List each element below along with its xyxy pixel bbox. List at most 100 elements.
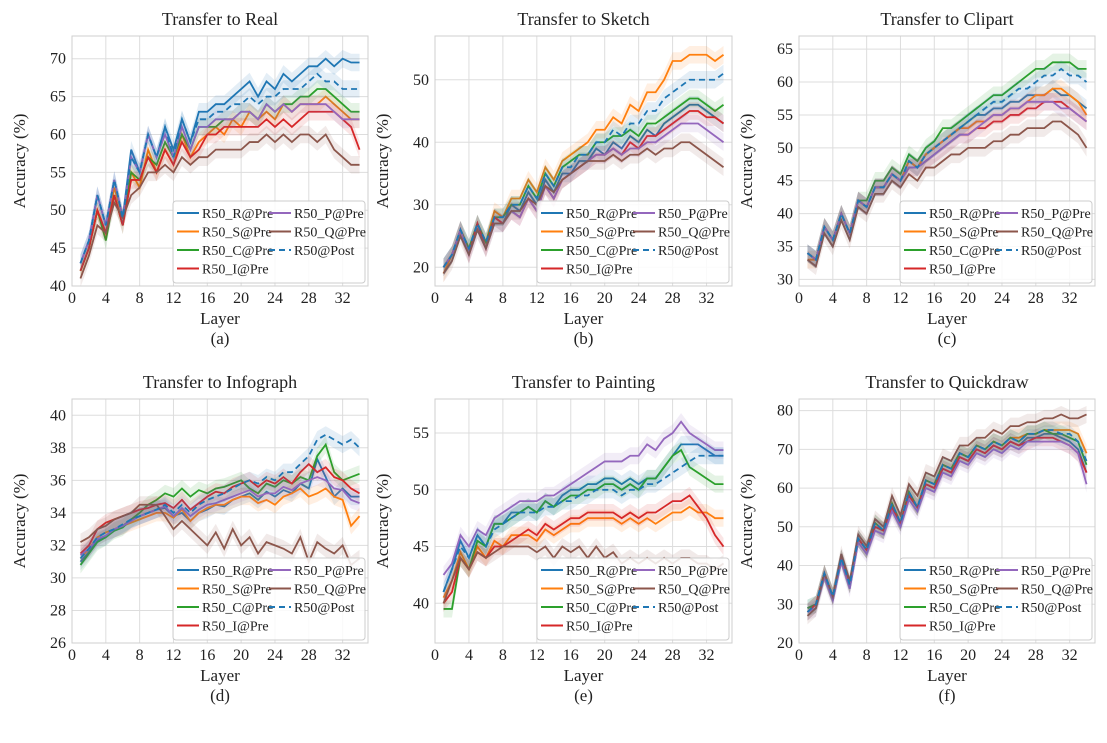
y-tick-label: 40 — [777, 558, 793, 575]
x-axis-label: Layer — [927, 309, 967, 328]
chart-panel: 0 4 8 12 16 20 24 28 32 30 35 40 45 50 55 60 65 Transfer … — [737, 9, 1096, 348]
x-tick-label: 8 — [499, 290, 507, 307]
series-band — [807, 421, 1087, 621]
legend-label: R50@Post — [294, 244, 354, 259]
panel-caption: (d) — [210, 686, 230, 705]
series-band — [80, 87, 360, 280]
chart-panel: 0 4 8 12 16 20 24 28 32 40 45 50 55 60 65 70 Transfer to… — [10, 9, 369, 348]
x-tick-label: 24 — [994, 647, 1010, 664]
legend-label: R50_C@Pre — [202, 601, 273, 616]
x-tick-label: 0 — [431, 647, 439, 664]
plot-frame — [434, 35, 733, 287]
series-line — [79, 433, 361, 560]
x-tick-label: 4 — [829, 290, 837, 307]
y-tick-label: 60 — [777, 74, 793, 91]
chart-title: Transfer to Clipart — [880, 9, 1013, 29]
chart-title: Transfer to Sketch — [517, 9, 649, 29]
legend-label: R50_R@Pre — [566, 564, 637, 579]
x-tick-label: 4 — [829, 647, 837, 664]
legend-box — [172, 200, 366, 284]
x-tick-label: 8 — [136, 647, 144, 664]
y-axis-label: Accuracy (%) — [737, 114, 756, 209]
x-tick-label: 28 — [665, 290, 681, 307]
chart-panel: 0 4 8 12 16 20 24 28 32 20 30 40 50 60 70 80 Transfer to… — [737, 372, 1096, 705]
series-band — [80, 103, 360, 280]
y-tick-label: 36 — [50, 472, 66, 489]
legend-label: R50_S@Pre — [929, 226, 999, 241]
series-line — [79, 133, 360, 279]
legend: R50_R@Pre R50_S@Pre R50_C@Pre R50_I@Pre R50_… — [536, 200, 730, 284]
x-tick-label: 16 — [563, 290, 579, 307]
series-band — [443, 96, 724, 276]
series-band — [80, 479, 360, 567]
y-tick-label: 20 — [413, 259, 429, 276]
legend-label: R50_S@Pre — [929, 583, 999, 598]
legend-label: R50_P@Pre — [1021, 207, 1091, 222]
legend-label: R50_R@Pre — [202, 207, 273, 222]
x-tick-label: 24 — [267, 647, 283, 664]
legend-label: R50_I@Pre — [566, 620, 633, 635]
series-band — [443, 64, 724, 276]
y-tick-label: 28 — [50, 602, 66, 619]
x-axis-label: Layer — [564, 666, 604, 685]
x-tick-label: 32 — [335, 647, 351, 664]
series-band — [443, 441, 724, 618]
chart-title: Transfer to Real — [162, 9, 278, 29]
y-tick-label: 65 — [777, 41, 793, 58]
series-band — [80, 426, 360, 567]
legend-label: R50_P@Pre — [294, 207, 364, 222]
series-line — [442, 494, 725, 604]
legend-label: R50_I@Pre — [566, 263, 633, 278]
x-tick-label: 24 — [631, 290, 647, 307]
x-tick-label: 12 — [529, 290, 545, 307]
legend-box — [536, 557, 730, 641]
series-line — [807, 440, 1088, 613]
series-line — [442, 72, 725, 268]
legend-label: R50_P@Pre — [1021, 564, 1091, 579]
series-band — [807, 425, 1087, 617]
legend-label: R50_C@Pre — [929, 601, 1000, 616]
legend-label: R50_S@Pre — [566, 583, 636, 598]
legend-label: R50@Post — [294, 601, 354, 616]
legend-label: R50_S@Pre — [202, 226, 272, 241]
x-tick-label: 32 — [699, 290, 715, 307]
y-tick-label: 55 — [413, 425, 429, 442]
x-tick-label: 4 — [465, 647, 473, 664]
legend-label: R50@Post — [1021, 244, 1081, 259]
x-tick-label: 20 — [597, 647, 613, 664]
legend-label: R50_Q@Pre — [294, 226, 366, 241]
series-line — [79, 110, 361, 272]
legend-label: R50_R@Pre — [929, 207, 1000, 222]
series-band — [807, 112, 1087, 276]
y-tick-label: 38 — [50, 440, 66, 457]
legend: R50_R@Pre R50_S@Pre R50_C@Pre R50_I@Pre R50_… — [899, 557, 1093, 641]
legend-label: R50_I@Pre — [202, 263, 269, 278]
legend-label: R50_Q@Pre — [1021, 583, 1093, 598]
y-tick-label: 35 — [777, 239, 793, 256]
x-tick-label: 0 — [431, 290, 439, 307]
legend-box — [172, 557, 366, 641]
series-line — [442, 454, 724, 593]
x-tick-label: 0 — [68, 290, 76, 307]
legend-label: R50_P@Pre — [294, 564, 364, 579]
series-group — [806, 53, 1088, 276]
series-line — [79, 102, 360, 264]
series-group — [79, 49, 361, 286]
x-tick-label: 28 — [1028, 290, 1044, 307]
x-tick-label: 8 — [863, 290, 871, 307]
x-tick-label: 28 — [665, 647, 681, 664]
x-axis-label: Layer — [927, 666, 967, 685]
x-tick-label: 16 — [926, 290, 942, 307]
chart-panel: 0 4 8 12 16 20 24 28 32 20 30 40 50 Transfer to Sketc… — [373, 9, 733, 348]
legend: R50_R@Pre R50_S@Pre R50_C@Pre R50_I@Pre R50_… — [172, 200, 366, 284]
series-band — [443, 102, 724, 276]
legend-label: R50_Q@Pre — [1021, 226, 1093, 241]
y-tick-label: 40 — [413, 595, 429, 612]
legend-label: R50@Post — [658, 244, 718, 259]
x-tick-label: 4 — [102, 290, 110, 307]
series-line — [806, 120, 1088, 268]
legend: R50_R@Pre R50_S@Pre R50_C@Pre R50_I@Pre R50_… — [899, 200, 1093, 284]
series-band — [443, 486, 724, 612]
legend-label: R50_Q@Pre — [658, 226, 730, 241]
